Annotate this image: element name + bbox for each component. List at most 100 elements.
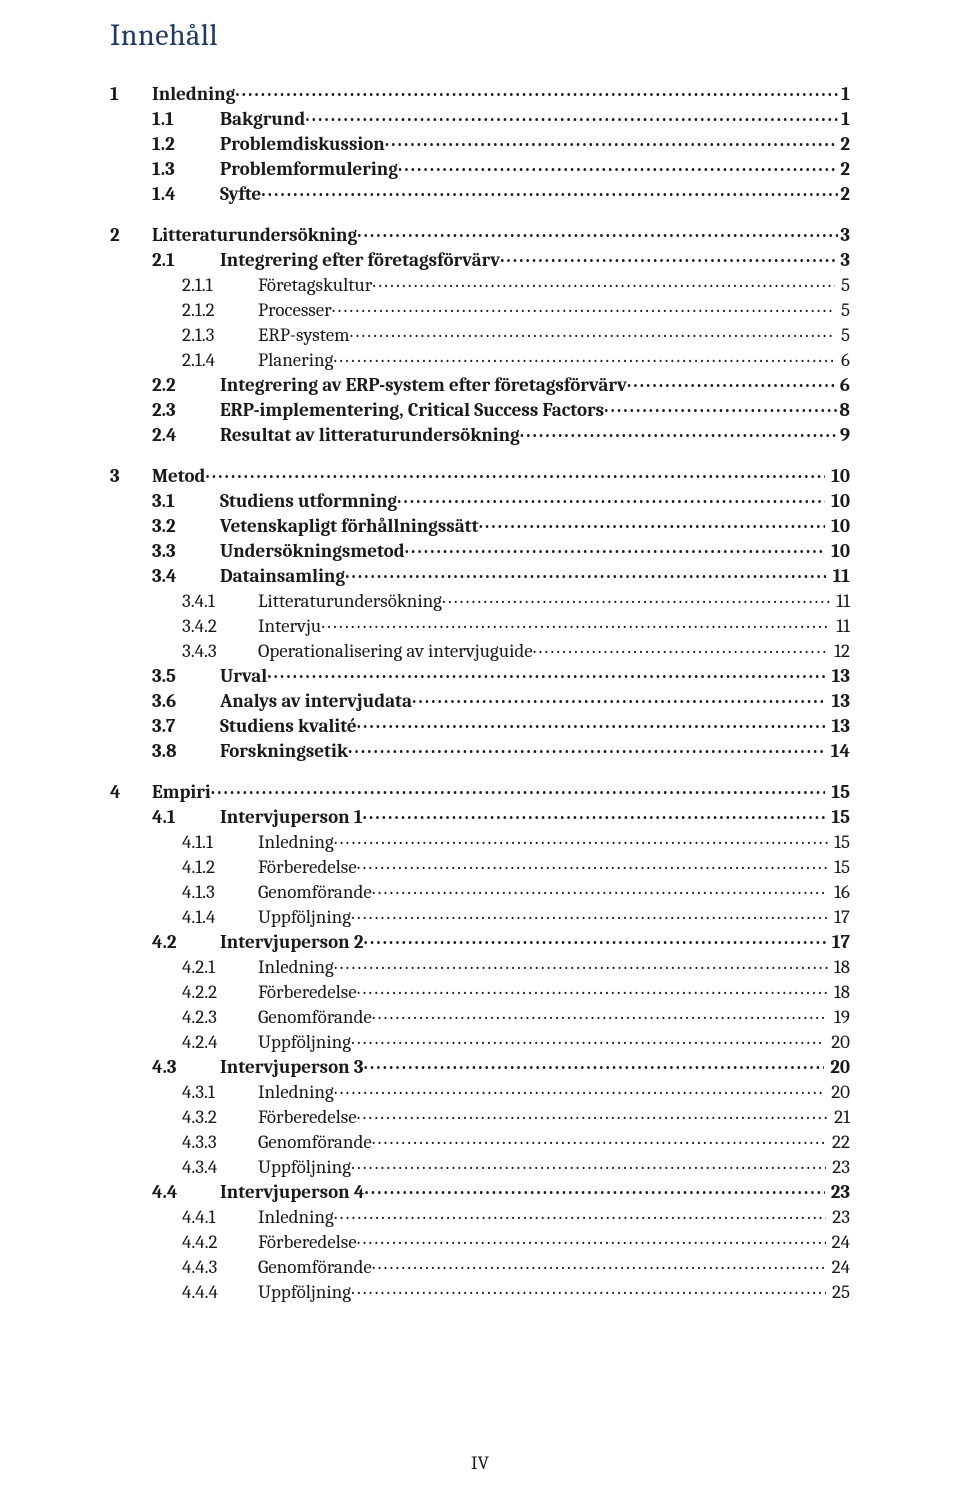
toc-entry: 2.1Integrering efter företagsförvärv3 (110, 247, 850, 270)
toc-leader-dots (267, 663, 825, 682)
toc-entry: 4.4Intervjuperson 4 23 (110, 1179, 850, 1202)
toc-entry-label: Processer (258, 301, 332, 320)
toc-leader-dots (500, 247, 838, 266)
toc-entry-label: Litteraturundersökning (152, 226, 357, 245)
toc-entry: 3.1Studiens utformning 10 (110, 488, 850, 511)
toc-leader-dots (357, 979, 828, 998)
toc-leader-dots (357, 713, 826, 732)
toc-entry: 4.4.3Genomförande 24 (110, 1254, 850, 1277)
toc-entry-page: 20 (825, 1083, 850, 1102)
toc-entry: 3.7Studiens kvalité 13 (110, 713, 850, 736)
toc-entry-page: 10 (825, 467, 850, 486)
toc-entry-number: 4.3.2 (182, 1108, 258, 1127)
toc-entry: 4.3.4Uppföljning 23 (110, 1154, 850, 1177)
toc-leader-dots (348, 738, 825, 757)
toc-entry-label: ERP-system (258, 326, 350, 345)
toc-entry-label: Inledning (152, 85, 235, 104)
toc-entry: 3.8Forskningsetik 14 (110, 738, 850, 761)
toc-entry-number: 4 (110, 783, 152, 802)
toc-entry-page: 2 (838, 185, 850, 204)
toc-entry-label: Inledning (258, 1083, 334, 1102)
toc-entry-page: 1 (839, 110, 850, 129)
toc-entry-page: 11 (830, 617, 850, 636)
toc-leader-dots (363, 929, 825, 948)
toc-entry-label: Resultat av litteraturundersökning (220, 426, 520, 445)
toc-leader-dots (332, 297, 835, 316)
toc-entry: 4.1.1Inledning 15 (110, 829, 850, 852)
toc-entry: 2.2Integrering av ERP-system efter föret… (110, 372, 850, 395)
toc-entry-label: Operationalisering av intervjuguide (258, 642, 533, 661)
toc-entry-page: 15 (828, 833, 850, 852)
toc-entry: 4.2.4Uppföljning 20 (110, 1029, 850, 1052)
toc-leader-dots (398, 156, 839, 175)
toc-entry-page: 17 (826, 933, 850, 952)
toc-leader-dots (627, 372, 838, 391)
toc-entry: 4.2.2Förberedelse 18 (110, 979, 850, 1002)
toc-leader-dots (604, 397, 837, 416)
toc-entry: 3.4.1Litteraturundersökning 11 (110, 588, 850, 611)
toc-entry-number: 4.1 (152, 808, 220, 827)
toc-entry-label: Datainsamling (220, 567, 345, 586)
toc-entry-label: Genomförande (258, 1258, 372, 1277)
toc-entry: 4.4.4Uppföljning 25 (110, 1279, 850, 1302)
toc-entry-number: 4.1.3 (182, 883, 258, 902)
toc-leader-dots (345, 563, 826, 582)
toc-entry-number: 4.1.4 (182, 908, 258, 927)
toc-entry-page: 5 (835, 276, 850, 295)
toc-leader-dots (372, 1254, 826, 1273)
toc-entry-number: 3.4 (152, 567, 220, 586)
toc-entry-page: 14 (825, 742, 850, 761)
toc-entry: 4.2Intervjuperson 2 17 (110, 929, 850, 952)
toc-entry-page: 24 (826, 1233, 851, 1252)
toc-entry-number: 2.1.2 (182, 301, 258, 320)
toc-entry: 2.1.3ERP-system 5 (110, 322, 850, 345)
toc-entry-label: Inledning (258, 833, 334, 852)
toc-leader-dots (364, 1179, 824, 1198)
toc-list: 1Inledning11.1Bakgrund11.2Problemdiskuss… (110, 81, 850, 1302)
toc-entry-page: 6 (835, 351, 850, 370)
toc-leader-dots (261, 181, 838, 200)
toc-entry: 2.1.2Processer 5 (110, 297, 850, 320)
toc-entry-number: 3.4.3 (182, 642, 258, 661)
toc-entry: 2.3ERP-implementering, Critical Success … (110, 397, 850, 420)
toc-leader-dots (442, 588, 830, 607)
toc-leader-dots (520, 422, 838, 441)
toc-title: Innehåll (110, 18, 850, 53)
toc-entry-label: Analys av intervjudata (220, 692, 412, 711)
toc-entry-page: 21 (828, 1108, 850, 1127)
toc-entry-page: 22 (826, 1133, 850, 1152)
toc-leader-dots (357, 1229, 826, 1248)
toc-leader-dots (357, 1104, 828, 1123)
toc-leader-dots (334, 1079, 825, 1098)
toc-entry-page: 18 (828, 958, 850, 977)
toc-entry: 4Empiri 15 (110, 779, 850, 802)
toc-leader-dots (363, 1054, 824, 1073)
toc-entry-page: 2 (838, 135, 850, 154)
toc-leader-dots (397, 488, 825, 507)
page-number-footer: IV (0, 1452, 960, 1474)
toc-entry-number: 1.4 (152, 185, 220, 204)
toc-entry-label: Metod (152, 467, 205, 486)
toc-entry-number: 4.1.1 (182, 833, 258, 852)
toc-entry: 4.1.2Förberedelse 15 (110, 854, 850, 877)
toc-entry-label: Litteraturundersökning (258, 592, 442, 611)
toc-entry-page: 23 (826, 1158, 850, 1177)
toc-entry: 4.4.2Förberedelse 24 (110, 1229, 850, 1252)
toc-entry-page: 20 (824, 1058, 850, 1077)
toc-entry-number: 4.4 (152, 1183, 220, 1202)
toc-entry-page: 15 (825, 783, 850, 802)
toc-entry: 4.1.3Genomförande 16 (110, 879, 850, 902)
toc-entry: 1.3Problemformulering2 (110, 156, 850, 179)
toc-entry: 1.4Syfte2 (110, 181, 850, 204)
toc-entry-page: 2 (838, 160, 850, 179)
toc-entry-page: 11 (830, 592, 850, 611)
toc-entry-number: 2.1.3 (182, 326, 258, 345)
toc-entry: 3.4.3Operationalisering av intervjuguide… (110, 638, 850, 661)
toc-entry-label: Förberedelse (258, 1108, 357, 1127)
toc-entry: 3.4Datainsamling 11 (110, 563, 850, 586)
toc-entry-number: 2.1.1 (182, 276, 258, 295)
toc-entry-number: 1.3 (152, 160, 220, 179)
toc-entry-page: 23 (826, 1208, 850, 1227)
toc-entry-number: 3.8 (152, 742, 220, 761)
toc-entry: 3.2Vetenskapligt förhållningssätt 10 (110, 513, 850, 536)
